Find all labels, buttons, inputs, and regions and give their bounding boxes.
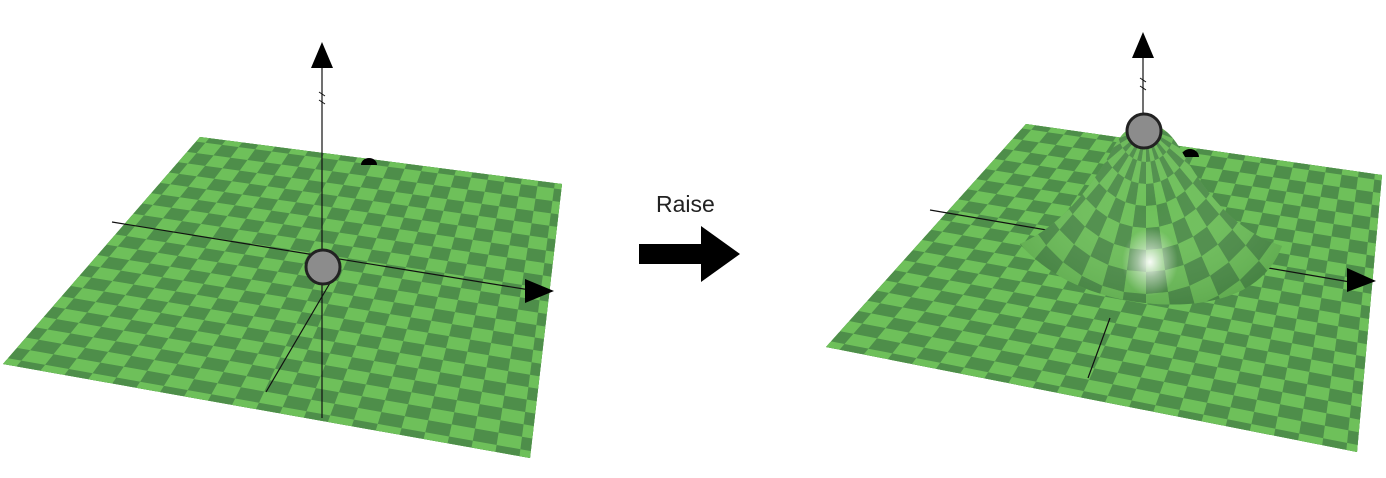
after-axis-y [1087,317,1111,379]
after-axis-z-break [1139,77,1147,91]
before-axis-z-break [318,91,326,105]
checker-tile [826,335,841,364]
checker-tile [554,165,562,193]
checker-tile [1356,166,1382,195]
peak-highlight [1122,228,1178,296]
after-x-arrow-icon [1347,268,1376,292]
checker-tile [535,175,562,203]
raise-arrow-icon [639,226,740,282]
checker-tile [537,163,562,191]
checker-tile [1374,155,1382,184]
after-back-marker-icon [1181,149,1199,157]
raise-label: Raise [656,191,715,217]
before-control-point[interactable] [304,248,342,286]
before-back-marker-icon [361,158,377,165]
before-panel [3,42,562,458]
before-z-arrow-icon [311,42,333,68]
before-x-arrow-icon [525,279,554,303]
before-checker-plane [3,137,562,458]
after-z-arrow-icon [1132,32,1154,58]
raise-transition: Raise [639,191,740,282]
checker-tile [1358,153,1382,182]
before-axis-y [265,282,331,393]
after-panel [826,32,1382,452]
after-checker-plane [826,124,1382,452]
checker-tile [552,177,562,206]
after-control-point[interactable] [1125,112,1163,150]
